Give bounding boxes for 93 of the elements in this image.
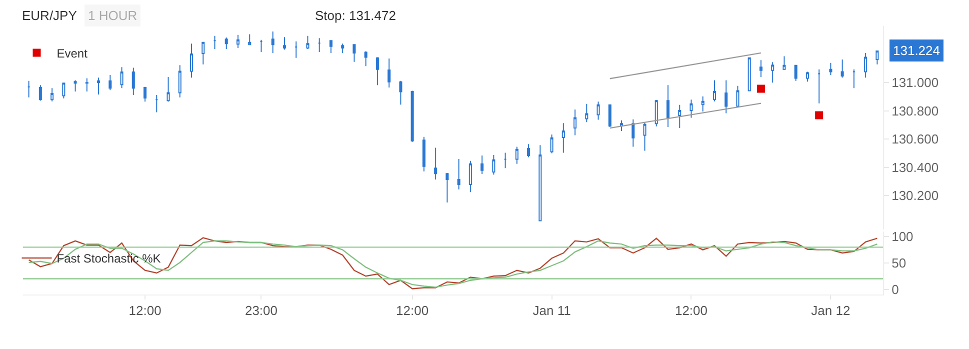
candlestick xyxy=(213,35,216,50)
x-tick-label: 23:00 xyxy=(244,303,278,318)
candlestick xyxy=(712,80,716,102)
candlestick xyxy=(410,90,414,142)
candlestick xyxy=(178,64,182,98)
y-tick-label: 100 xyxy=(892,229,914,244)
candlestick xyxy=(260,39,263,52)
y-tick-label: 130.800 xyxy=(892,103,939,118)
candlestick xyxy=(50,88,54,102)
candlestick xyxy=(306,35,310,50)
candlestick xyxy=(62,82,66,99)
candlestick xyxy=(294,40,298,58)
candlestick xyxy=(632,118,635,148)
text: 131.224 xyxy=(893,43,940,58)
candlestick xyxy=(806,71,809,82)
candlestick xyxy=(224,36,228,50)
y-tick-label: 130.200 xyxy=(892,188,939,204)
candlestick xyxy=(771,62,774,84)
x-tick-label: 12:00 xyxy=(674,303,708,318)
candlestick xyxy=(74,80,77,92)
candlestick xyxy=(574,109,577,136)
candlestick xyxy=(468,160,472,193)
candlestick xyxy=(27,80,30,98)
candlestick xyxy=(271,31,274,54)
candlestick xyxy=(876,50,879,65)
candlestick xyxy=(608,104,612,128)
candlestick xyxy=(352,44,356,62)
candlestick xyxy=(504,152,507,169)
candlestick xyxy=(434,147,438,180)
y-tick-label: 130.400 xyxy=(892,160,939,175)
candlestick xyxy=(748,57,751,92)
candlestick xyxy=(585,103,588,123)
y-tick-label: 130.600 xyxy=(892,132,939,147)
candlestick xyxy=(202,42,205,65)
candlestick xyxy=(132,67,135,96)
candlestick xyxy=(492,154,496,176)
x-tick-label: 12:00 xyxy=(396,303,429,318)
candlestick xyxy=(666,84,670,128)
candlestick xyxy=(446,172,449,204)
candlestick xyxy=(701,96,704,112)
candlestick xyxy=(364,50,368,67)
candlestick xyxy=(654,99,658,127)
x-tick-label: 12:00 xyxy=(128,303,162,318)
candlestick xyxy=(643,122,646,152)
candlestick xyxy=(388,58,391,88)
candlestick xyxy=(480,155,484,175)
chart-title: EUR/JPY xyxy=(22,8,78,23)
x-tick-label: Jan 12 xyxy=(811,303,850,318)
candlestick xyxy=(341,43,344,54)
x-tick-label: Jan 11 xyxy=(532,303,571,318)
candlestick xyxy=(864,52,868,78)
candlestick xyxy=(236,34,240,49)
candlestick xyxy=(282,36,286,50)
candlestick xyxy=(782,56,786,70)
candlestick xyxy=(38,84,42,102)
candlestick xyxy=(318,38,321,52)
candlestick xyxy=(155,94,158,113)
candlestick xyxy=(829,62,832,76)
candlestick xyxy=(248,34,252,46)
candlestick xyxy=(852,68,856,89)
chart-subtitle: 1 HOUR xyxy=(88,8,138,23)
candlestick xyxy=(620,120,624,132)
legend-label: Event xyxy=(56,46,88,60)
candlestick xyxy=(759,60,762,78)
candlestick xyxy=(840,58,844,78)
candlestick xyxy=(108,74,112,91)
candlestick xyxy=(527,144,530,158)
candlestick xyxy=(690,99,693,118)
candlestick xyxy=(794,64,798,82)
candlestick xyxy=(97,77,100,95)
candlestick xyxy=(190,43,194,78)
candlestick xyxy=(376,56,379,86)
candlestick xyxy=(515,146,518,164)
candlestick xyxy=(818,68,821,104)
candlestick xyxy=(144,86,147,102)
candlestick xyxy=(736,85,740,108)
candlestick xyxy=(538,144,542,222)
y-tick-label: 131.000 xyxy=(892,75,939,90)
candlestick xyxy=(85,78,88,92)
candlestick xyxy=(399,80,402,106)
text: Stop: 131.472 xyxy=(315,8,396,23)
candlestick xyxy=(457,158,460,190)
y-tick-label: 0 xyxy=(892,282,899,297)
candlestick xyxy=(422,136,426,172)
candlestick xyxy=(166,76,170,102)
candlestick xyxy=(724,80,728,114)
candlestick xyxy=(678,104,682,129)
candlestick xyxy=(120,66,124,89)
y-tick-label: 50 xyxy=(892,256,906,271)
candlestick xyxy=(329,40,332,54)
candlestick xyxy=(562,122,565,154)
candlestick xyxy=(550,134,554,154)
candlestick xyxy=(596,101,600,120)
